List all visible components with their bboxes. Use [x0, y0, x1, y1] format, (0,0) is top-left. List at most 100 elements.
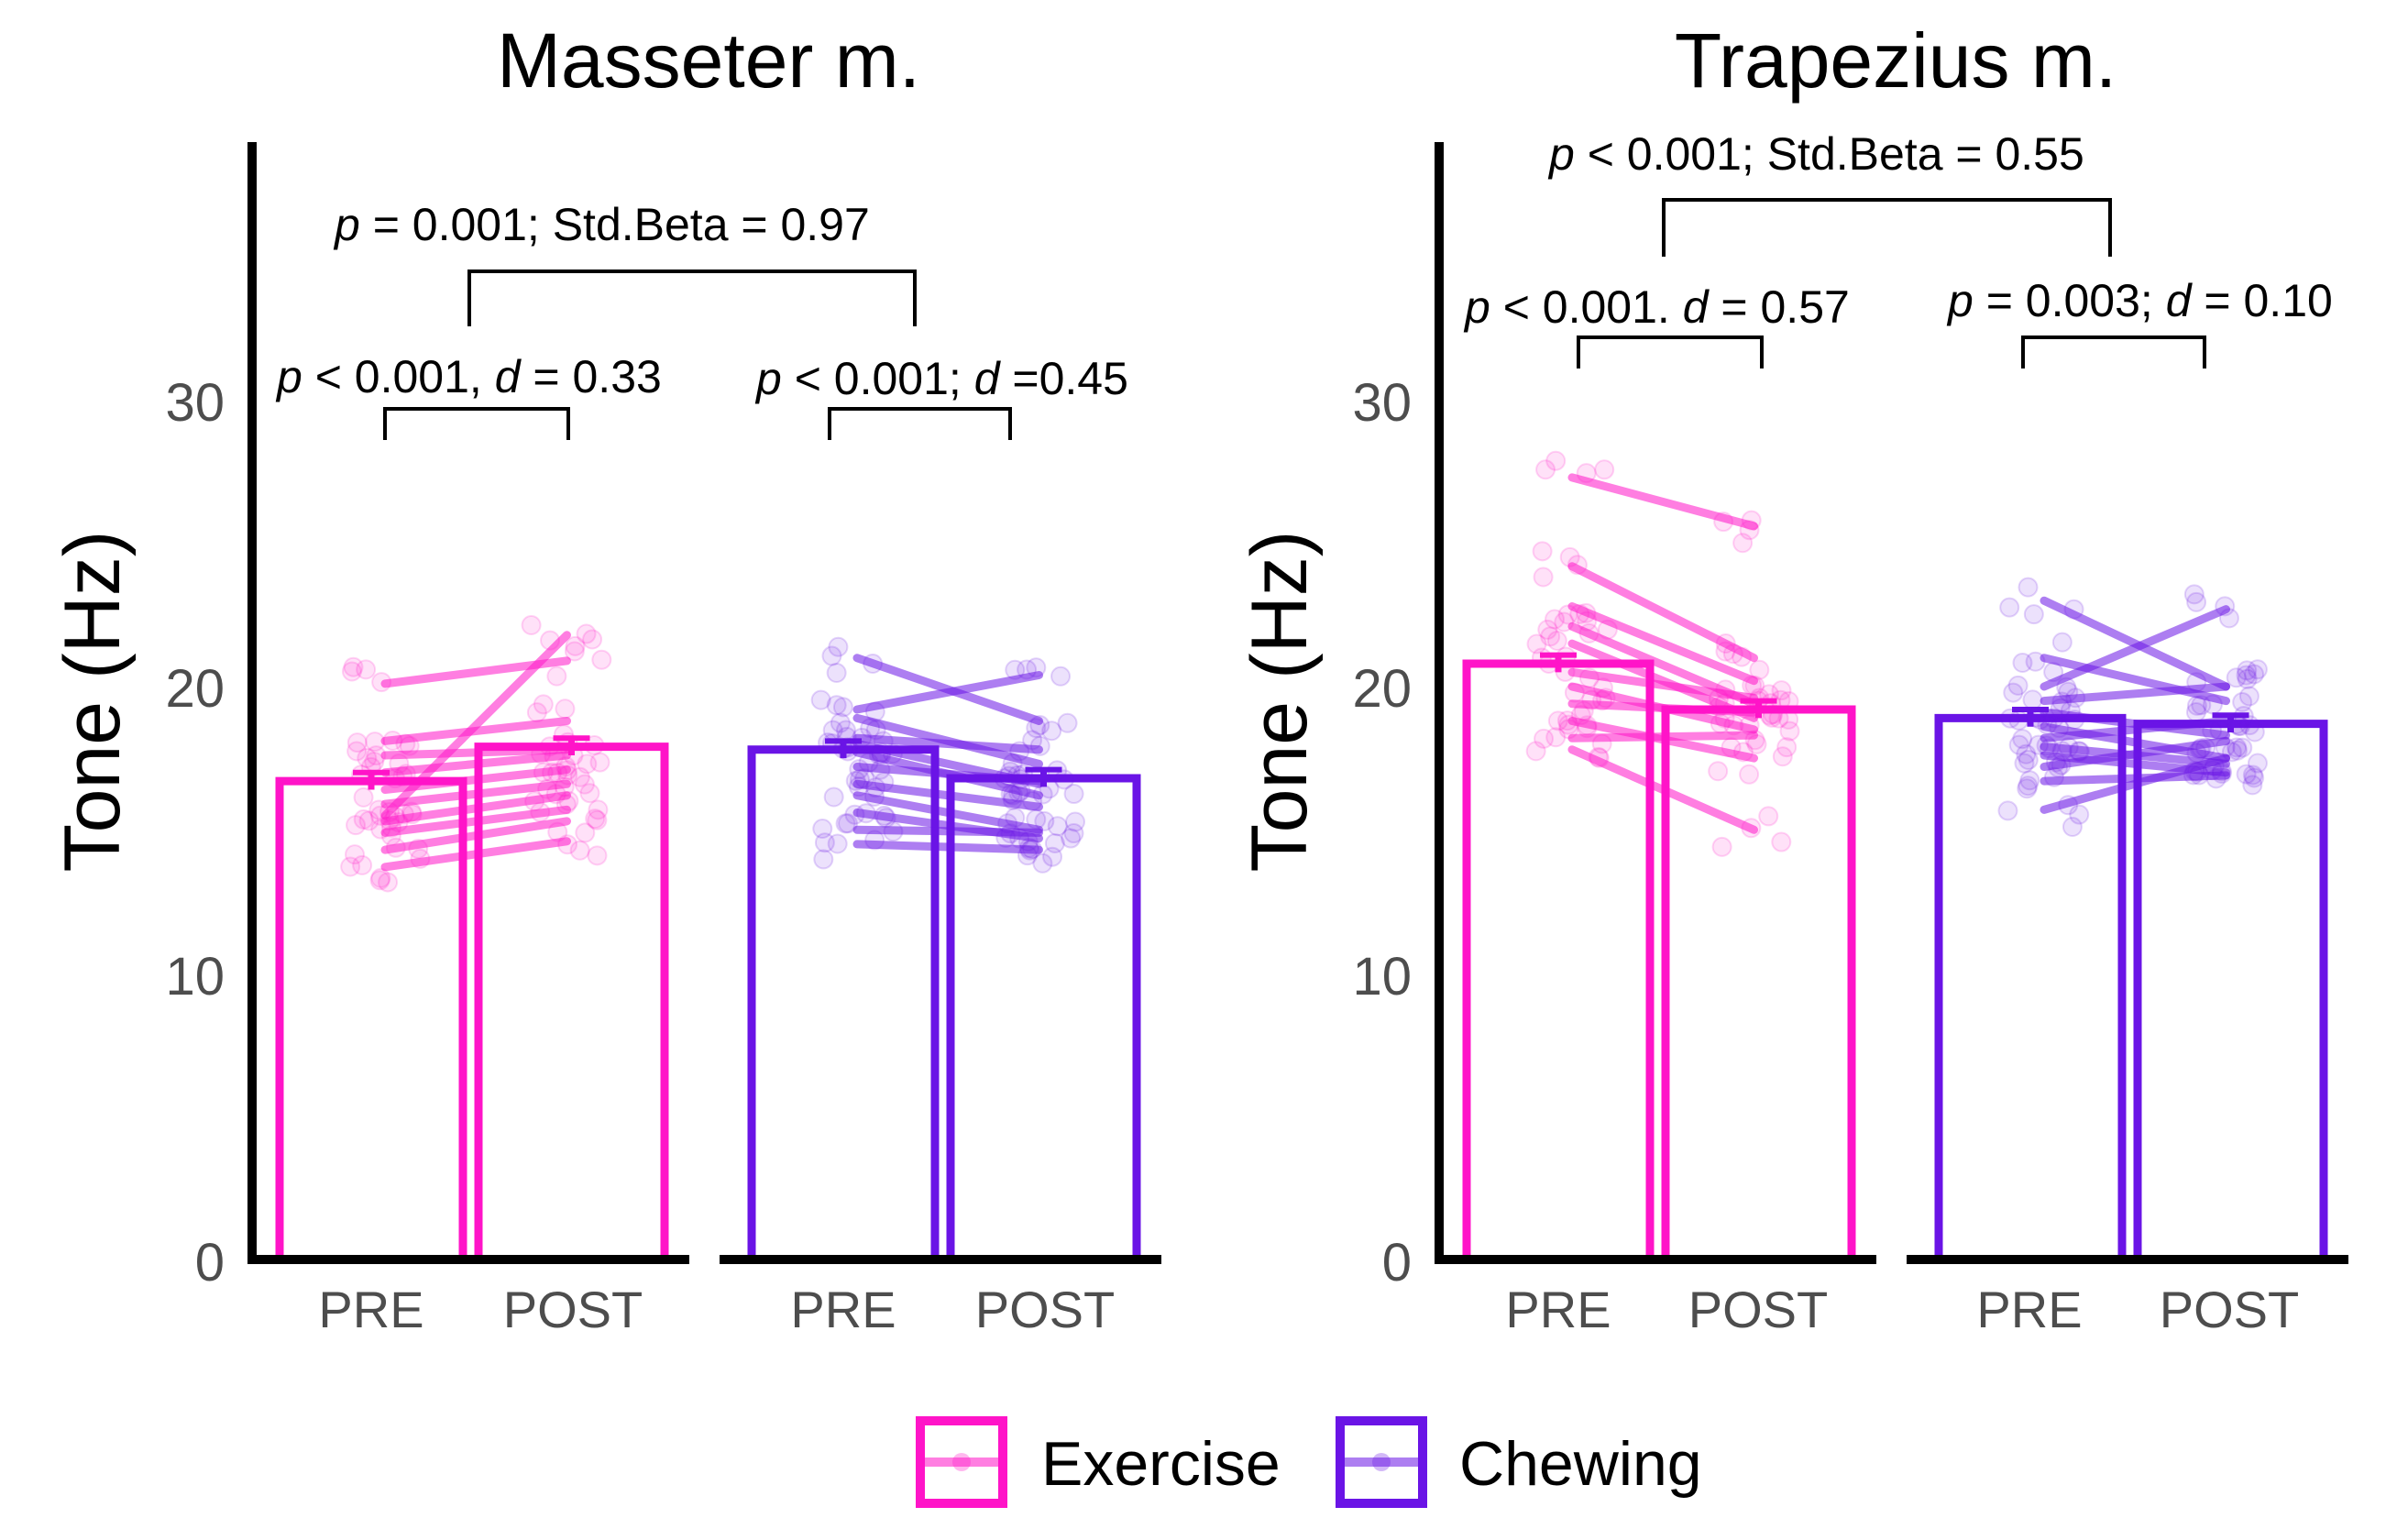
- data-point: [2244, 721, 2265, 742]
- data-point: [1771, 680, 1792, 701]
- data-point: [346, 815, 367, 836]
- data-point: [1711, 836, 1732, 857]
- legend-item-exercise: Exercise: [916, 1416, 1281, 1508]
- data-point: [353, 808, 374, 830]
- subject-line: [852, 740, 1043, 788]
- data-point: [575, 822, 596, 843]
- subject-line: [2040, 717, 2230, 742]
- annotation-text: = 0.003;: [1974, 275, 2166, 326]
- data-point: [1044, 833, 1065, 854]
- y-tick-labels: 0 10 20 30: [165, 373, 225, 1292]
- data-point: [2012, 729, 2033, 750]
- data-point: [1540, 626, 1561, 647]
- data-point: [2018, 577, 2039, 598]
- subject-line: [1567, 731, 1758, 742]
- data-point: [370, 867, 391, 888]
- data-point: [2242, 764, 2263, 786]
- subject-line: [380, 745, 571, 760]
- legend-point-chewing: [1372, 1453, 1391, 1471]
- data-point: [378, 872, 399, 893]
- data-point: [1546, 630, 1567, 651]
- bracket-chewing: [2021, 336, 2206, 368]
- x-tick-label-exercise-post: POST: [503, 1281, 643, 1338]
- d-symbol: d: [495, 351, 522, 402]
- bar-exercise-post: [1661, 705, 1856, 1264]
- data-point: [1535, 459, 1556, 480]
- data-point: [589, 752, 610, 773]
- data-point: [1065, 811, 1086, 832]
- annotation-exercise: p < 0.001. d = 0.57: [1463, 281, 1850, 368]
- data-point: [2014, 753, 2035, 774]
- x-tick-label-chewing-post: POST: [975, 1281, 1115, 1338]
- legend-label-chewing: Chewing: [1459, 1429, 1702, 1499]
- bracket-chewing: [828, 407, 1012, 440]
- subject-line: [380, 631, 571, 820]
- data-point: [364, 752, 385, 773]
- bracket-between: [1662, 198, 2112, 257]
- data-point: [1545, 450, 1567, 471]
- annotation-exercise: p < 0.001, d = 0.33: [275, 351, 662, 440]
- subject-line: [852, 825, 1043, 837]
- data-point: [1760, 693, 1781, 714]
- svg-text:p < 0.001, d = 0.33: p < 0.001, d = 0.33: [275, 351, 662, 402]
- data-point: [2236, 665, 2257, 686]
- data-point: [821, 645, 842, 666]
- data-point: [1063, 823, 1084, 844]
- subject-line: [380, 837, 571, 872]
- data-point: [1778, 691, 1799, 712]
- data-point: [2244, 767, 2265, 788]
- data-point: [343, 656, 364, 677]
- data-point: [565, 635, 586, 656]
- data-point: [587, 809, 608, 830]
- data-point: [1749, 659, 1770, 680]
- data-point: [546, 666, 567, 687]
- x-tick-label-exercise-pre: PRE: [318, 1281, 423, 1338]
- data-point: [1526, 633, 1547, 654]
- data-point: [1532, 541, 1553, 562]
- data-point: [1061, 828, 1082, 849]
- data-point: [564, 641, 585, 662]
- data-point: [353, 786, 374, 808]
- data-point: [1057, 712, 1078, 733]
- p-symbol: p: [1946, 275, 1974, 326]
- x-tick-label-exercise-post: POST: [1688, 1281, 1828, 1338]
- data-point: [818, 732, 839, 754]
- subject-line: [852, 791, 1043, 834]
- data-point: [1779, 720, 1800, 742]
- y-tick-label: 20: [1352, 659, 1412, 719]
- subject-line: [1567, 745, 1758, 834]
- y-tick-label: 10: [1352, 947, 1412, 1006]
- data-point: [2227, 737, 2248, 758]
- data-point: [1547, 710, 1568, 732]
- group-exercise: [1462, 450, 1856, 1264]
- data-point: [2051, 632, 2073, 653]
- y-tick-label: 0: [195, 1233, 225, 1292]
- legend-point-exercise: [952, 1453, 971, 1471]
- data-point: [810, 689, 831, 710]
- data-point: [2183, 584, 2205, 605]
- data-point: [1533, 566, 1554, 588]
- bracket-exercise: [383, 407, 570, 440]
- subject-line: [2040, 771, 2230, 786]
- data-point: [1997, 800, 2018, 821]
- svg-text:p = 0.001; Std.Beta = 0.97: p = 0.001; Std.Beta = 0.97: [333, 199, 870, 250]
- data-point: [822, 720, 843, 741]
- data-point: [2232, 691, 2253, 712]
- bar-exercise-pre: [1462, 659, 1655, 1264]
- data-point: [2018, 749, 2039, 770]
- data-point: [1534, 728, 1555, 749]
- data-point: [1776, 737, 1798, 758]
- data-point: [828, 636, 849, 657]
- data-point: [1041, 720, 1062, 742]
- data-point: [369, 870, 390, 891]
- subject-line: [2040, 682, 2230, 706]
- data-point: [1772, 746, 1793, 767]
- data-point: [827, 833, 848, 854]
- data-point: [569, 840, 590, 861]
- data-point: [823, 786, 844, 808]
- subject-line: [1567, 667, 1758, 702]
- group-chewing: [747, 636, 1141, 1264]
- annotation-text: < 0.001.: [1490, 281, 1683, 333]
- data-point: [2244, 664, 2265, 685]
- subject-line: [852, 840, 1043, 854]
